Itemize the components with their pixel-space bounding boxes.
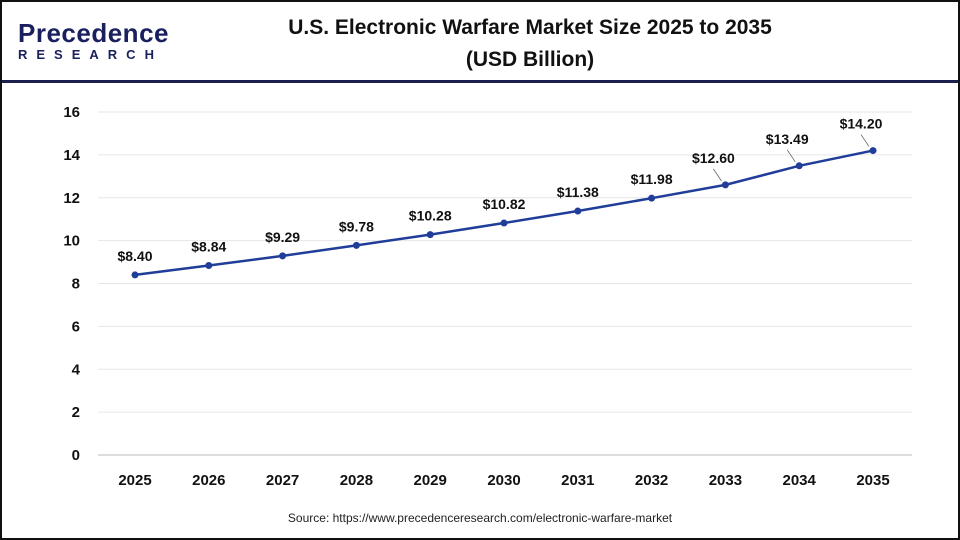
title-line-2: (USD Billion) — [465, 48, 595, 71]
y-tick-label: 10 — [63, 233, 80, 250]
chart-title: U.S. Electronic Warfare Market Size 2025… — [250, 12, 810, 76]
data-point — [500, 219, 508, 227]
data-point — [574, 207, 582, 215]
y-tick-label: 6 — [72, 318, 80, 335]
data-label-leader — [860, 134, 870, 147]
data-point — [205, 261, 213, 269]
data-label: $11.98 — [631, 171, 673, 187]
x-tick-label: 2027 — [266, 472, 299, 489]
x-tick-label: 2028 — [340, 472, 373, 489]
x-tick-label: 2031 — [561, 472, 594, 489]
source-note: Source: https://www.precedenceresearch.c… — [287, 511, 673, 525]
data-label: $9.29 — [265, 229, 300, 245]
data-label: $10.82 — [483, 196, 526, 212]
data-label: $8.84 — [191, 238, 226, 254]
precedence-research-logo: Precedence RESEARCH — [18, 20, 169, 62]
header-divider — [2, 80, 958, 83]
x-tick-label: 2029 — [414, 472, 447, 489]
data-point — [648, 194, 656, 202]
x-tick-label: 2032 — [635, 472, 668, 489]
data-label: $14.20 — [840, 116, 883, 132]
data-point — [279, 252, 287, 260]
y-tick-label: 16 — [63, 104, 80, 121]
y-tick-label: 4 — [72, 361, 81, 378]
title-line-1: U.S. Electronic Warfare Market Size 2025… — [288, 16, 772, 39]
y-tick-label: 2 — [72, 404, 80, 421]
logo-subtitle: RESEARCH — [18, 47, 163, 62]
data-point — [131, 271, 139, 279]
data-point — [721, 181, 729, 189]
x-tick-label: 2034 — [783, 472, 817, 489]
x-tick-label: 2035 — [856, 472, 889, 489]
data-point — [352, 241, 360, 249]
data-label: $13.49 — [766, 131, 809, 147]
x-tick-label: 2030 — [487, 472, 520, 489]
data-point — [795, 162, 803, 170]
y-tick-label: 12 — [63, 190, 80, 207]
data-label: $12.60 — [692, 150, 735, 166]
data-label-leader — [786, 149, 796, 163]
data-label: $9.78 — [339, 218, 374, 234]
data-label: $8.40 — [117, 248, 152, 264]
data-point — [426, 231, 434, 239]
y-tick-label: 14 — [63, 147, 80, 164]
logo-wordmark: Precedence — [18, 18, 169, 48]
y-tick-label: 8 — [72, 276, 80, 293]
series-line — [134, 149, 874, 277]
data-point — [869, 147, 877, 155]
data-label-leader — [713, 168, 722, 182]
x-tick-label: 2026 — [192, 472, 225, 489]
x-tick-label: 2033 — [709, 472, 742, 489]
y-tick-label: 0 — [72, 447, 80, 464]
data-label: $11.38 — [557, 184, 599, 200]
data-label: $10.28 — [409, 208, 452, 224]
x-tick-label: 2025 — [118, 472, 151, 489]
